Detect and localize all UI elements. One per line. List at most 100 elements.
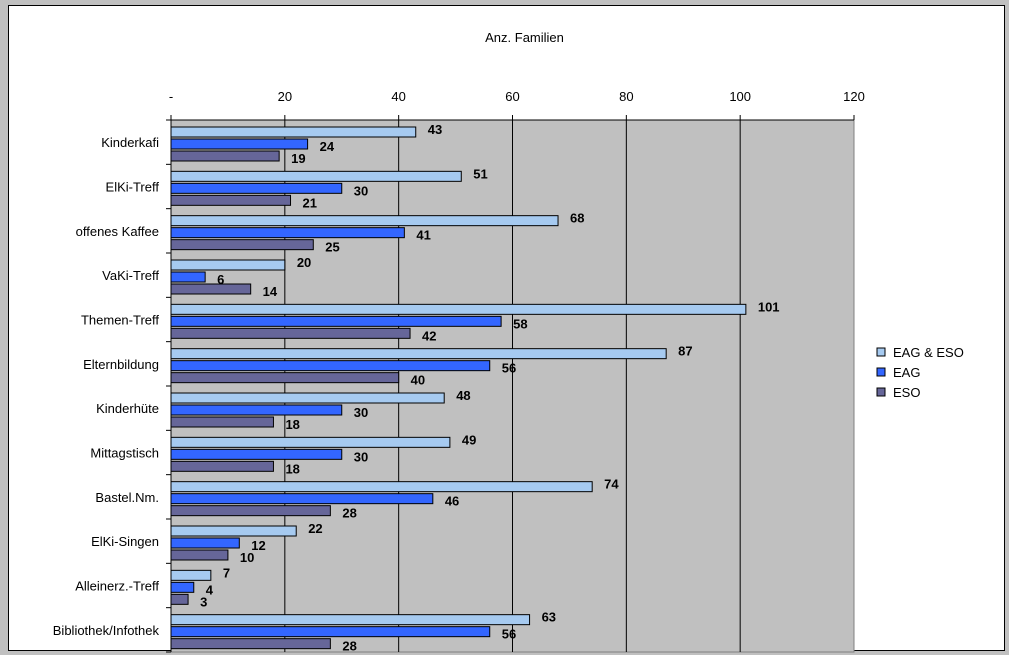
- data-label: 18: [285, 417, 299, 432]
- bar: [170, 638, 331, 650]
- bar: [170, 549, 229, 561]
- data-label: 40: [411, 373, 425, 388]
- x-tick-label: -: [169, 89, 173, 104]
- bar: [170, 593, 189, 605]
- data-label: 21: [303, 195, 317, 210]
- data-label: 58: [513, 316, 527, 331]
- bar: [170, 360, 491, 372]
- bar: [170, 227, 405, 239]
- data-label: 87: [678, 344, 692, 359]
- bar: [170, 215, 559, 227]
- data-label: 18: [285, 461, 299, 476]
- bar: [170, 315, 502, 327]
- data-label: 46: [445, 494, 459, 509]
- bar: [170, 525, 297, 537]
- bar: [170, 303, 747, 315]
- data-label: 28: [342, 639, 356, 654]
- data-label: 12: [251, 538, 265, 553]
- data-label: 24: [320, 139, 335, 154]
- bar: [170, 259, 286, 271]
- legend-label: ESO: [893, 385, 920, 400]
- bar: [170, 404, 343, 416]
- data-label: 48: [456, 388, 470, 403]
- legend-swatch: [876, 387, 886, 397]
- category-label: Mittagstisch: [90, 446, 159, 461]
- bar: [170, 392, 445, 404]
- data-label: 30: [354, 405, 368, 420]
- category-label: ElKi-Treff: [106, 180, 160, 195]
- bar: [170, 569, 212, 581]
- data-label: 43: [428, 122, 442, 137]
- category-label: Elternbildung: [83, 357, 159, 372]
- category-label: Kinderkafi: [101, 135, 159, 150]
- bar: [170, 182, 343, 194]
- bar: [170, 537, 240, 549]
- category-label: VaKi-Treff: [102, 268, 159, 283]
- legend-label: EAG & ESO: [893, 345, 964, 360]
- data-label: 10: [240, 550, 254, 565]
- category-label: Bibliothek/Infothek: [53, 623, 160, 638]
- data-label: 28: [342, 506, 356, 521]
- data-label: 4: [206, 582, 214, 597]
- legend-label: EAG: [893, 365, 920, 380]
- data-label: 101: [758, 299, 780, 314]
- category-label: Kinderhüte: [96, 401, 159, 416]
- bar: [170, 614, 531, 626]
- data-label: 74: [604, 477, 619, 492]
- bar: [170, 505, 331, 517]
- bar: [170, 436, 451, 448]
- category-label: Themen-Treff: [81, 313, 159, 328]
- x-tick-label: 60: [505, 89, 519, 104]
- data-label: 49: [462, 432, 476, 447]
- bar: [170, 416, 274, 428]
- data-label: 3: [200, 594, 207, 609]
- data-label: 63: [542, 610, 556, 625]
- data-label: 56: [502, 361, 516, 376]
- category-label: offenes Kaffee: [76, 224, 159, 239]
- data-label: 30: [354, 449, 368, 464]
- data-label: 14: [263, 284, 278, 299]
- x-tick-label: 80: [619, 89, 633, 104]
- category-label: Alleinerz.-Treff: [75, 579, 159, 594]
- data-label: 41: [416, 228, 430, 243]
- bar: [170, 138, 309, 150]
- legend-swatch: [876, 367, 886, 377]
- legend-swatch: [876, 347, 886, 357]
- data-label: 19: [291, 151, 305, 166]
- data-label: 7: [223, 565, 230, 580]
- bar: [170, 170, 462, 182]
- bar: [170, 493, 434, 505]
- bar: [170, 239, 314, 251]
- category-label: ElKi-Singen: [91, 534, 159, 549]
- data-label: 22: [308, 521, 322, 536]
- x-tick-label: 40: [391, 89, 405, 104]
- bar: [170, 271, 206, 283]
- bar: [170, 283, 252, 295]
- bar: [170, 327, 411, 339]
- data-label: 30: [354, 183, 368, 198]
- bar: [170, 481, 593, 493]
- bar: [170, 150, 280, 162]
- bar: [170, 372, 400, 384]
- data-label: 42: [422, 328, 436, 343]
- data-label: 20: [297, 255, 311, 270]
- x-tick-label: 20: [278, 89, 292, 104]
- bar: [170, 581, 195, 593]
- data-label: 25: [325, 240, 339, 255]
- data-label: 56: [502, 627, 516, 642]
- data-label: 6: [217, 272, 224, 287]
- bar: [170, 126, 417, 138]
- bar: [170, 348, 667, 360]
- bar: [170, 194, 292, 206]
- x-tick-label: 120: [843, 89, 865, 104]
- data-label: 51: [473, 166, 487, 181]
- x-tick-label: 100: [729, 89, 751, 104]
- chart-title: Anz. Familien: [485, 30, 564, 45]
- bar: [170, 448, 343, 460]
- bar: [170, 626, 491, 638]
- category-label: Bastel.Nm.: [95, 490, 159, 505]
- data-label: 68: [570, 211, 584, 226]
- bar: [170, 460, 274, 472]
